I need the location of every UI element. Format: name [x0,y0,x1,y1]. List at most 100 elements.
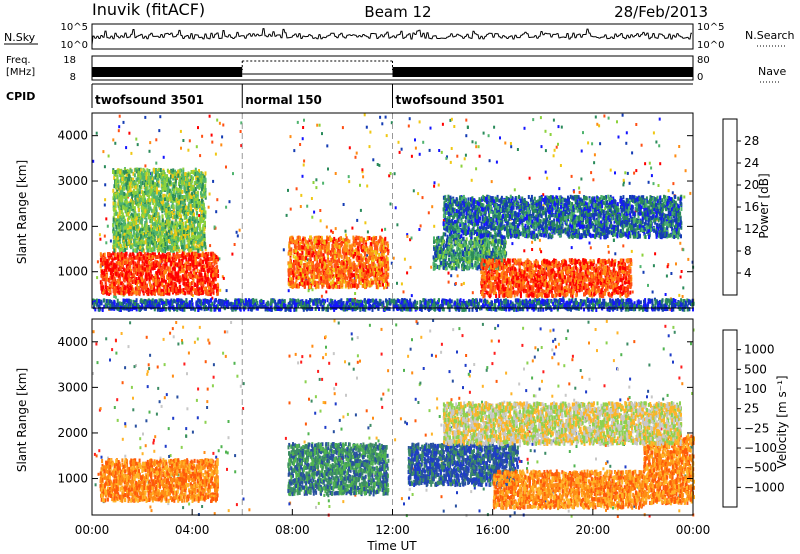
power-cell [142,266,144,270]
power-cell [120,185,122,189]
power-cell [167,224,169,228]
power-cell [185,205,187,209]
power-cell [145,224,147,228]
power-speckle [545,149,547,152]
power-speckle [348,175,350,178]
power-cell [120,254,122,258]
power-cell [177,206,179,210]
power-cell [183,282,185,286]
power-cell [155,195,157,199]
power-speckle [540,250,542,253]
power-cell [124,206,126,210]
power-cell [134,173,136,177]
power-cell [126,181,128,185]
power-speckle [342,126,344,129]
power-cell [179,249,181,253]
power-speckle [214,226,216,229]
power-speckle [448,281,450,284]
power-cell [204,221,206,225]
power-speckle [463,282,465,285]
power-cell [197,249,199,253]
power-cell [126,213,128,217]
power-cell [196,236,198,240]
power-speckle [653,264,655,267]
power-speckle [180,147,182,150]
power-cell [202,185,204,189]
power-speckle [180,130,182,133]
power-cell [167,188,169,192]
power-speckle [595,116,597,119]
power-cell [132,252,134,256]
power-speckle [125,146,127,149]
cpid-label: CPID [6,90,35,103]
power-speckle [219,289,221,292]
power-cell [174,243,176,247]
power-speckle [381,122,383,125]
power-cell [196,171,198,175]
power-cell [163,249,165,253]
power-speckle [398,141,400,144]
power-speckle [321,132,323,135]
power-cell [148,214,150,218]
power-cell [131,287,133,291]
power-speckle [99,238,101,241]
power-cell [184,172,186,176]
power-speckle [187,149,189,152]
power-speckle [682,286,684,289]
freq-trace [92,61,693,77]
power-cell [168,257,170,261]
power-speckle [467,126,469,129]
power-cell [149,282,151,286]
power-cell [163,222,165,226]
power-cell [167,202,169,206]
power-cell [132,201,134,205]
power-cell [148,272,150,276]
power-speckle [104,235,106,238]
power-speckle [531,241,533,244]
power-cell [136,225,138,229]
power-cell [122,253,124,257]
power-cell [134,213,136,217]
power-cell [113,208,115,212]
power-speckle [681,270,683,273]
power-speckle [618,136,620,139]
power-speckle [300,205,302,208]
power-cell [136,264,138,268]
power-cell [128,231,130,235]
power-speckle [553,119,555,122]
power-cell [215,269,217,273]
power-cell [179,285,181,289]
power-speckle [130,152,132,155]
power-cell [144,259,146,263]
power-speckle [415,147,417,150]
power-cell [120,288,122,292]
power-cell [148,292,150,296]
nsearch-tick-top: 10^5 [697,22,724,33]
power-speckle [461,283,463,286]
power-cell [161,292,163,296]
power-cell [172,174,174,178]
power-cell [115,186,117,190]
power-speckle [302,175,304,178]
power-cell [129,170,131,174]
power-cell [201,199,203,203]
power-cell [160,168,162,172]
power-cell [135,200,137,204]
power-speckle [532,118,534,121]
power-cell [164,233,166,237]
power-speckle [288,289,290,292]
power-speckle [332,231,334,234]
power-speckle [290,135,292,138]
power-speckle [128,132,130,135]
power-speckle [557,143,559,146]
power-cell [113,218,115,222]
power-speckle [302,137,304,140]
power-speckle [475,141,477,144]
power-cell [125,261,127,265]
power-speckle [430,266,432,269]
power-speckle [472,291,474,294]
power-cell [190,241,192,245]
power-cell [196,204,198,208]
power-cell [214,259,216,263]
power-speckle [652,291,654,294]
